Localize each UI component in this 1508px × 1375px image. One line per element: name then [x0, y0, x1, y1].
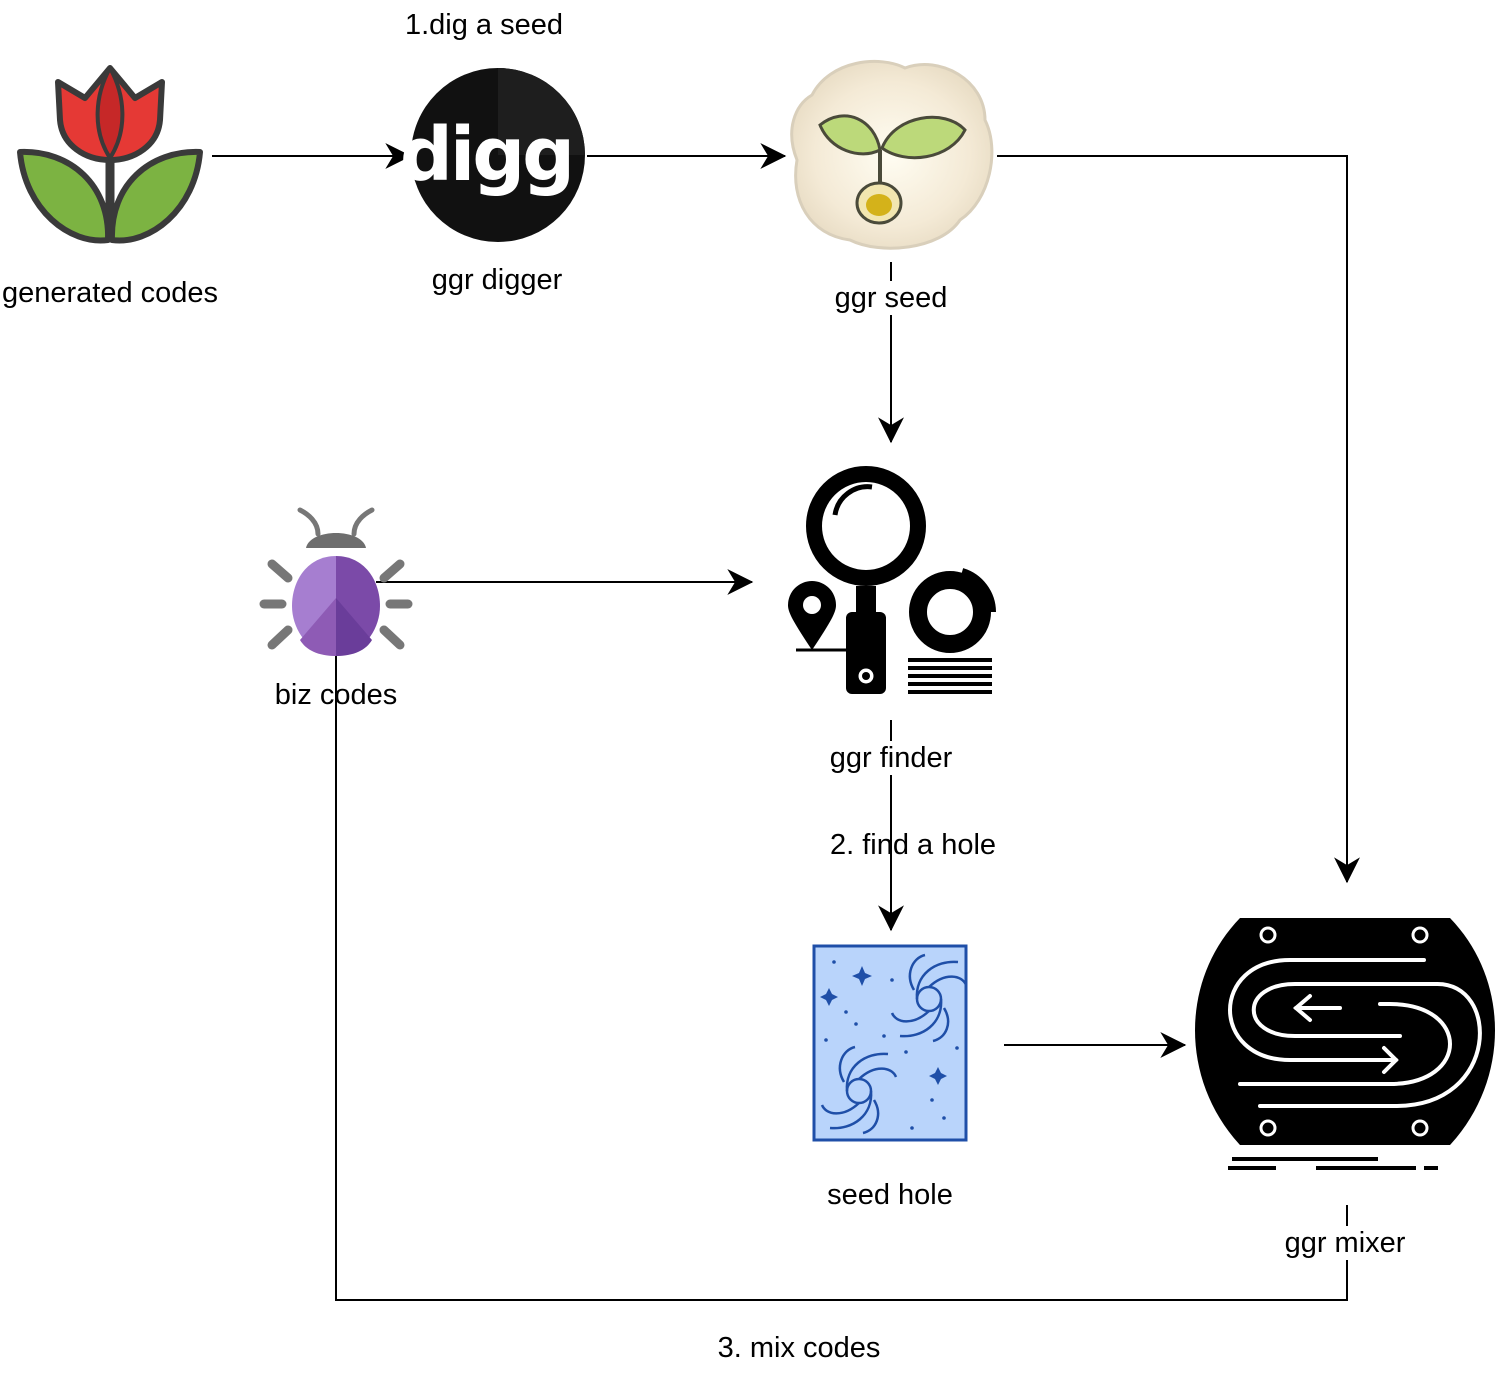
seedling-icon — [792, 61, 992, 248]
node-label-seed-hole: seed hole — [827, 1178, 953, 1212]
edge-label-find-hole: 2. find a hole — [830, 828, 996, 862]
digg-logo-text: digg — [400, 112, 572, 198]
node-label-ggr-mixer: ggr mixer — [1284, 1226, 1407, 1260]
node-label-ggr-digger: ggr digger — [432, 263, 563, 297]
node-label-ggr-finder: ggr finder — [829, 741, 954, 775]
edge-seed-to-mixer — [997, 156, 1347, 882]
mixer-device-icon — [1195, 918, 1495, 1170]
node-label-ggr-seed: ggr seed — [834, 281, 949, 315]
edge-label-mix-codes: 3. mix codes — [718, 1331, 881, 1365]
node-label-generated-codes: generated codes — [2, 276, 218, 310]
black-hole-icon — [814, 946, 966, 1140]
tulip-icon — [20, 68, 200, 240]
edge-label-dig-seed: 1.dig a seed — [405, 8, 563, 42]
node-label-biz-codes: biz codes — [275, 678, 398, 712]
digg-logo-icon: digg — [400, 68, 585, 242]
magnifier-analytics-icon — [788, 474, 992, 694]
